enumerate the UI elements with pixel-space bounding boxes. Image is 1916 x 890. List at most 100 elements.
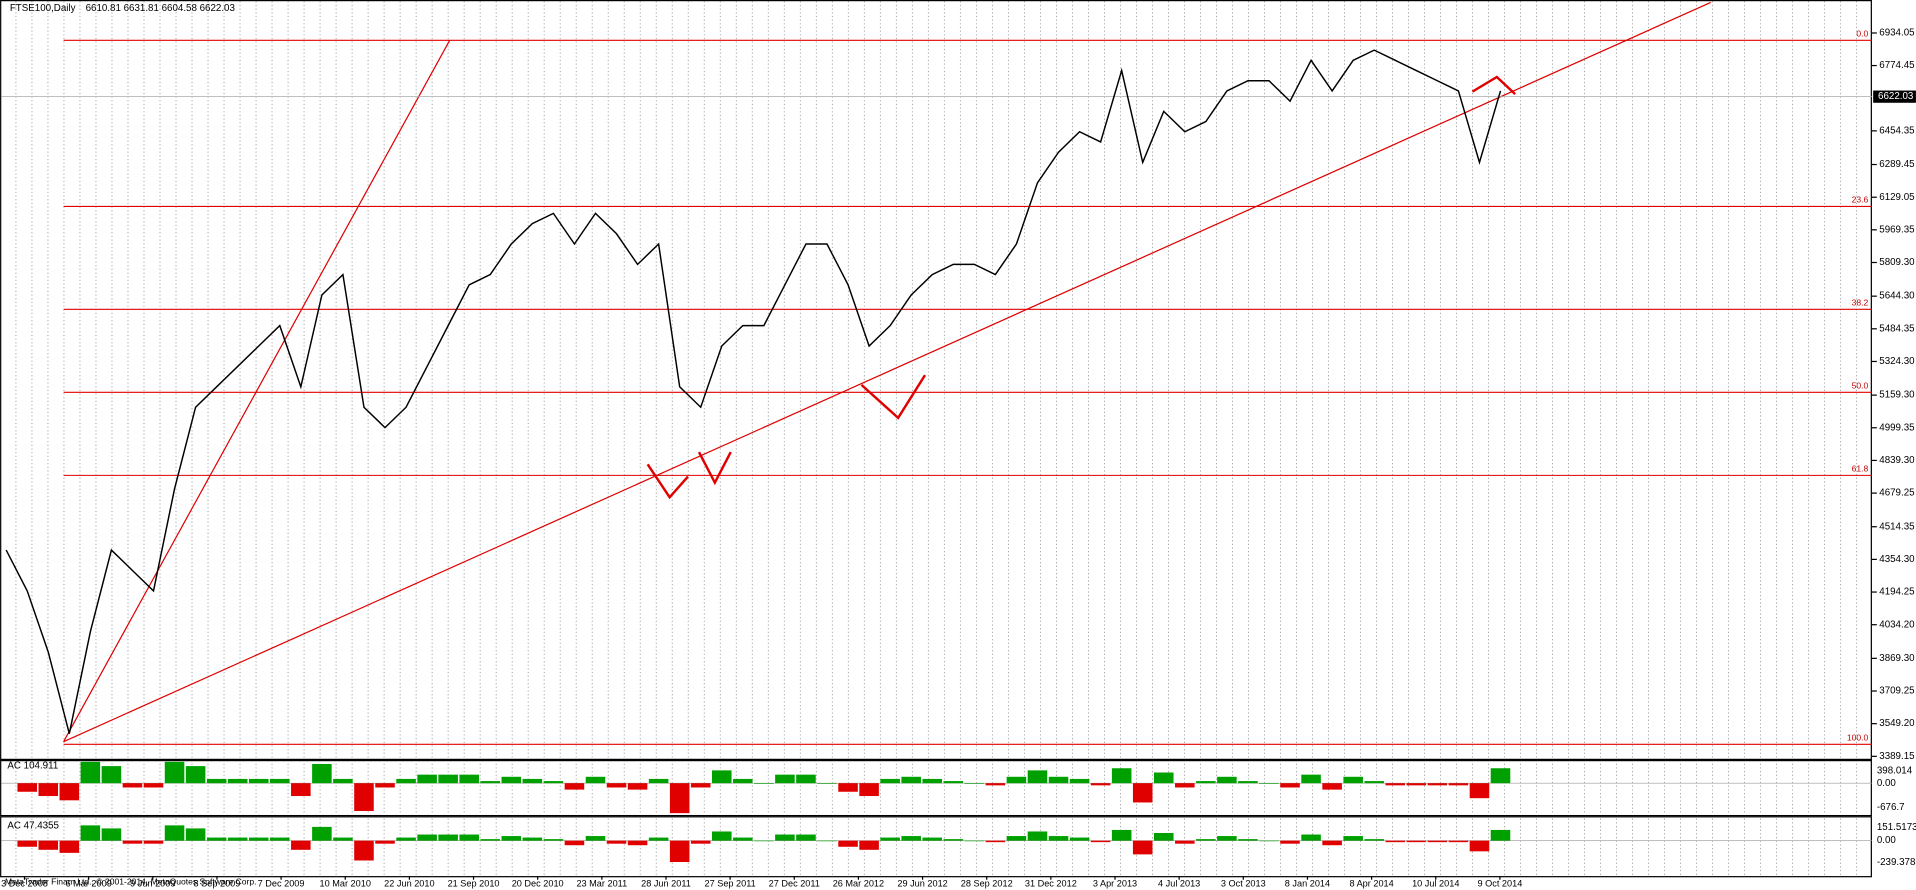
ac-bar <box>1027 831 1048 841</box>
time-label: 20 Dec 2010 <box>512 878 564 888</box>
ac-bar <box>480 839 501 841</box>
time-label: 3 Apr 2013 <box>1093 878 1137 888</box>
time-label: 3 Oct 2013 <box>1221 878 1266 888</box>
ac-bar <box>17 783 37 792</box>
ac-bar <box>17 840 37 847</box>
ac-bar <box>459 834 479 841</box>
price-label: 5159.30 <box>1879 390 1915 401</box>
ac-bar <box>1301 774 1321 784</box>
ac-bar <box>248 778 269 784</box>
price-label: 4999.35 <box>1879 422 1915 433</box>
ac-bar <box>164 825 185 841</box>
ac-bar <box>396 778 416 784</box>
ac-bar <box>354 840 374 861</box>
fib-label: 61.8 <box>1852 464 1869 474</box>
ac-bar <box>1090 840 1111 843</box>
ac-bar <box>1280 840 1300 844</box>
doodle <box>1471 75 1517 95</box>
ac-bar <box>669 783 690 814</box>
price-label: 5484.35 <box>1879 323 1915 334</box>
ac-bar <box>459 774 479 784</box>
ac-bar <box>164 761 185 784</box>
ac-bar <box>922 778 943 784</box>
ac-bar <box>1364 781 1384 784</box>
ac-bar <box>775 834 795 841</box>
ac-bar <box>227 837 248 841</box>
ac-bar <box>711 770 732 784</box>
ac-bar <box>291 840 311 850</box>
ac-bar <box>1048 836 1069 841</box>
ac-bar <box>312 826 332 841</box>
indicator-axis-label: 151.5173 <box>1877 822 1916 833</box>
doodle <box>860 374 927 420</box>
ac-bar <box>627 783 648 790</box>
time-label: 9 Oct 2014 <box>1477 878 1522 888</box>
price-label: 5324.30 <box>1879 356 1915 367</box>
ac-bar <box>185 766 206 784</box>
indicator-axis-label: -676.7 <box>1877 802 1905 813</box>
price-label: 5969.35 <box>1879 224 1915 235</box>
ac-bar <box>817 840 837 842</box>
ac-bar <box>796 834 816 841</box>
ac-bar <box>564 840 585 846</box>
price-label: 4514.35 <box>1879 521 1915 532</box>
ac-bar <box>143 840 164 844</box>
ac-bar <box>206 778 227 784</box>
ac-bar <box>101 828 122 841</box>
ac-bar <box>1448 783 1469 786</box>
ac-bar <box>585 776 606 784</box>
ac-bar <box>817 783 837 784</box>
ac-bar <box>375 840 395 844</box>
ac-bar <box>1006 836 1027 841</box>
price-label: 5644.30 <box>1879 291 1915 302</box>
ac-bar <box>480 781 501 784</box>
time-label: 27 Sep 2011 <box>704 878 755 888</box>
indicator-label: AC 104.911 <box>7 761 58 772</box>
price-label: 6774.45 <box>1879 60 1915 71</box>
ac-pane-1 <box>0 759 1872 817</box>
time-label: 6 Mar 2009 <box>65 878 111 888</box>
ac-bar <box>922 837 943 841</box>
indicator-axis-label: 0.00 <box>1877 835 1897 846</box>
ac-bar <box>648 778 669 784</box>
ac-bar <box>669 840 690 863</box>
ac-bar <box>543 839 564 841</box>
ac-bar <box>1364 839 1384 841</box>
time-label: 3 Dec 2008 <box>1 878 48 888</box>
ac-bar <box>1217 776 1237 784</box>
ac-bar <box>943 781 964 784</box>
ac-bar <box>438 834 458 841</box>
ac-bar <box>943 839 964 841</box>
ac-bar <box>880 837 900 841</box>
time-label: 29 Jun 2012 <box>897 878 947 888</box>
ac-bar <box>754 840 774 842</box>
ac-bar <box>270 837 290 841</box>
ac-bar <box>354 783 374 812</box>
ac-bar <box>38 783 59 797</box>
fib-label: 23.6 <box>1852 195 1869 205</box>
ac-bar <box>1196 839 1216 841</box>
ac-bar <box>1006 776 1027 784</box>
ac-bar <box>1175 783 1195 788</box>
ac-bar <box>985 783 1006 786</box>
ac-bar <box>1322 840 1342 846</box>
ac-bar <box>711 831 732 841</box>
price-label: 4679.25 <box>1879 488 1915 499</box>
current-price: 6622.03 <box>1878 91 1913 102</box>
ac-bar <box>690 783 711 788</box>
ac-bar <box>838 783 858 792</box>
grid <box>15 1 1858 877</box>
ohlc: 6610.81 6631.81 6604.58 6622.03 <box>86 3 235 14</box>
time-label: 31 Dec 2012 <box>1025 878 1077 888</box>
price-label: 6454.35 <box>1879 125 1915 136</box>
time-label: 7 Dec 2009 <box>258 878 305 888</box>
ac-bar <box>796 774 816 784</box>
ac-bar <box>59 840 80 853</box>
ac-bar <box>291 783 311 797</box>
ac-bar <box>248 837 269 841</box>
ac-bar <box>859 840 879 850</box>
ac-bar <box>1427 783 1448 786</box>
time-label: 8 Jan 2014 <box>1285 878 1330 888</box>
current-box <box>1873 90 1916 103</box>
